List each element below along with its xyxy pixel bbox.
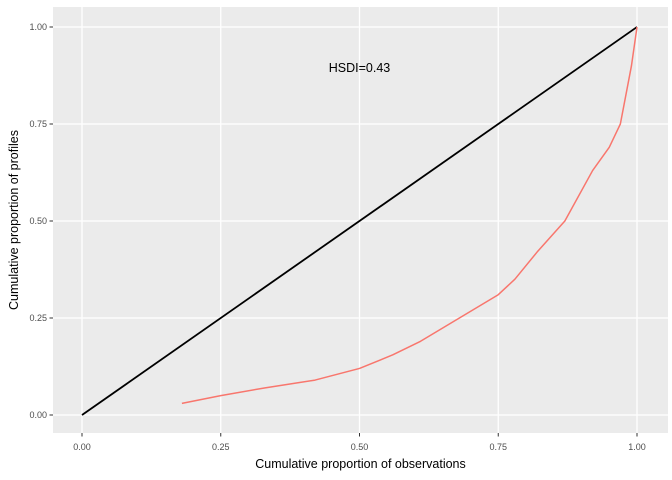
x-tick-label: 0.75: [489, 442, 508, 452]
x-tick-label: 0.25: [211, 442, 230, 452]
y-tick-label: 0.50: [29, 216, 47, 226]
y-axis-title: Cumulative proportion of profiles: [7, 130, 21, 310]
y-tick-label: 0.75: [29, 119, 47, 129]
x-axis-title: Cumulative proportion of observations: [255, 457, 466, 471]
x-tick-label: 0.00: [73, 442, 91, 452]
y-tick-label: 1.00: [29, 22, 47, 32]
y-tick-label: 0.25: [29, 313, 47, 323]
equality-line: [81, 26, 638, 416]
x-tick-label: 1.00: [628, 442, 646, 452]
x-tick-label: 0.50: [350, 442, 369, 452]
hsdi-value-annotation: HSDI=0.43: [328, 60, 391, 75]
y-tick-label: 0.00: [29, 410, 47, 420]
concentration-curve: [181, 26, 638, 405]
